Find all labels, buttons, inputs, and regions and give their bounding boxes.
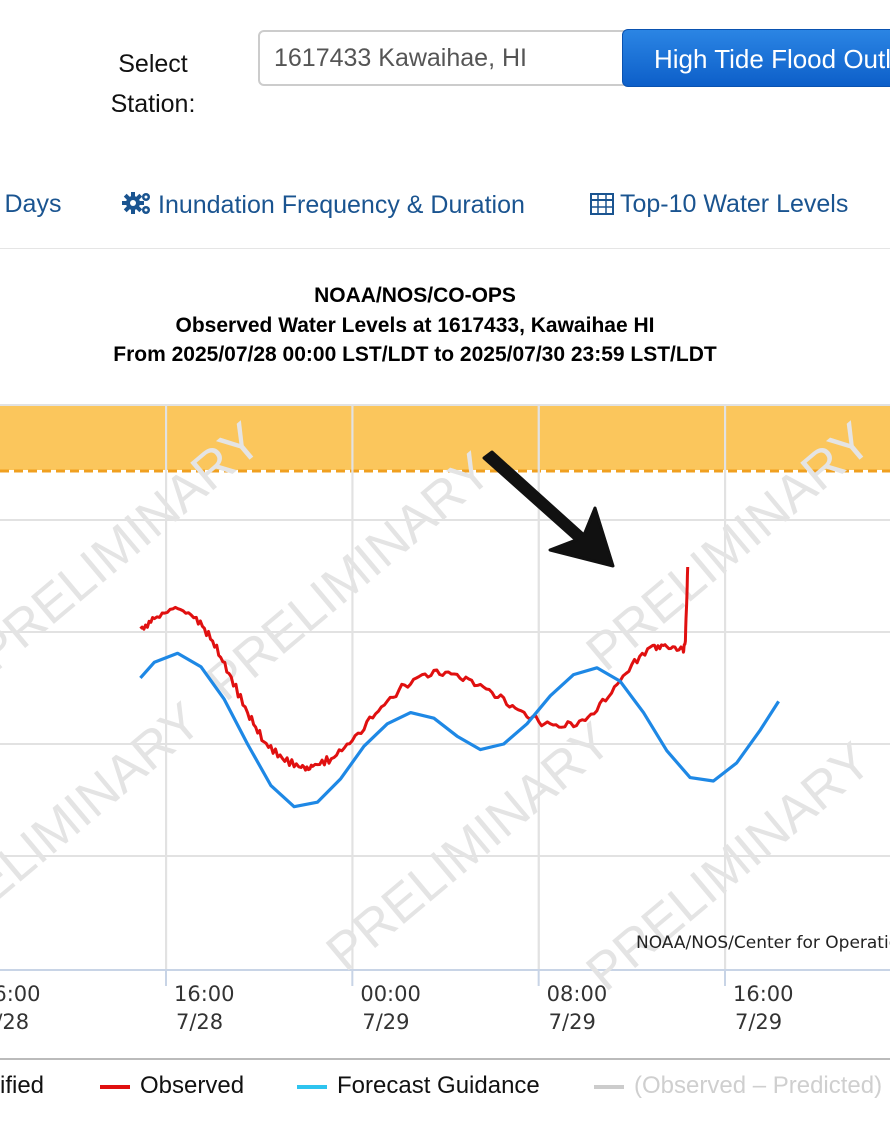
- chart-subtitle: Observed Water Levels at 1617433, Kawaih…: [175, 314, 655, 337]
- threshold-band: [0, 405, 890, 470]
- x-tick-label-time-clipped: 16:00: [0, 982, 41, 1006]
- legend-item-residual[interactable]: (Observed – Predicted): [594, 1072, 882, 1100]
- tab-inundation-frequency[interactable]: Inundation Frequency & Duration: [122, 190, 525, 223]
- legend-swatch-residual: [594, 1084, 624, 1089]
- water-level-chart: PRELIMINARYPRELIMINARYPRELIMINARYPRELIMI…: [0, 404, 890, 1034]
- legend-label-verified: rified: [0, 1072, 45, 1099]
- tab-top-10-label: Top-10 Water Levels: [620, 190, 849, 218]
- legend-label-observed: Observed: [140, 1072, 245, 1099]
- legend-item-observed[interactable]: Observed: [100, 1072, 244, 1100]
- chart-legend: rified Observed Forecast Guidance (Obser…: [0, 1058, 890, 1110]
- chart-date-range: From 2025/07/28 00:00 LST/LDT to 2025/07…: [113, 343, 717, 366]
- legend-item-verified[interactable]: rified: [0, 1072, 44, 1100]
- x-tick-label-date-2: 7/29: [549, 1010, 596, 1034]
- series-line-observed: [139, 566, 690, 772]
- tab-bar: l Days Inundation Frequency & Duration: [0, 168, 890, 249]
- tab-inundation-label: Inundation Frequency & Duration: [158, 191, 525, 219]
- legend-swatch-observed: [100, 1084, 130, 1089]
- legend-label-residual: (Observed – Predicted): [634, 1072, 883, 1099]
- legend-item-forecast[interactable]: Forecast Guidance: [297, 1072, 540, 1100]
- x-tick-label-date-clipped: 7/28: [0, 1010, 29, 1034]
- tab-days[interactable]: l Days: [0, 190, 61, 219]
- gears-icon: [122, 190, 152, 223]
- high-tide-flood-outlook-button[interactable]: High Tide Flood Outlook: [622, 29, 890, 87]
- x-tick-label-date-3: 7/29: [735, 1010, 782, 1034]
- x-tick-label-time-0: 16:00: [174, 982, 235, 1006]
- legend-label-forecast: Forecast Guidance: [337, 1072, 540, 1099]
- x-tick-label-time-1: 00:00: [360, 982, 421, 1006]
- tab-days-label: l Days: [0, 190, 62, 218]
- plot-background: [0, 405, 890, 970]
- x-tick-label-date-1: 7/29: [362, 1010, 409, 1034]
- series-line-forecast-guidance: [139, 651, 780, 809]
- annotation-arrow: [482, 450, 615, 568]
- tab-top-10-water-levels[interactable]: Top-10 Water Levels: [590, 190, 848, 222]
- table-icon: [590, 193, 614, 222]
- x-tick-label-time-2: 08:00: [547, 982, 608, 1006]
- station-select-label: Select Station:: [110, 50, 196, 118]
- x-tick-label-date-0: 7/28: [176, 1010, 223, 1034]
- legend-swatch-forecast: [297, 1084, 327, 1089]
- x-tick-label-time-3: 16:00: [733, 982, 794, 1006]
- chart-credit: NOAA/NOS/Center for Operational Oceanogr…: [636, 933, 890, 953]
- chart-title: NOAA/NOS/CO-OPS: [314, 284, 516, 307]
